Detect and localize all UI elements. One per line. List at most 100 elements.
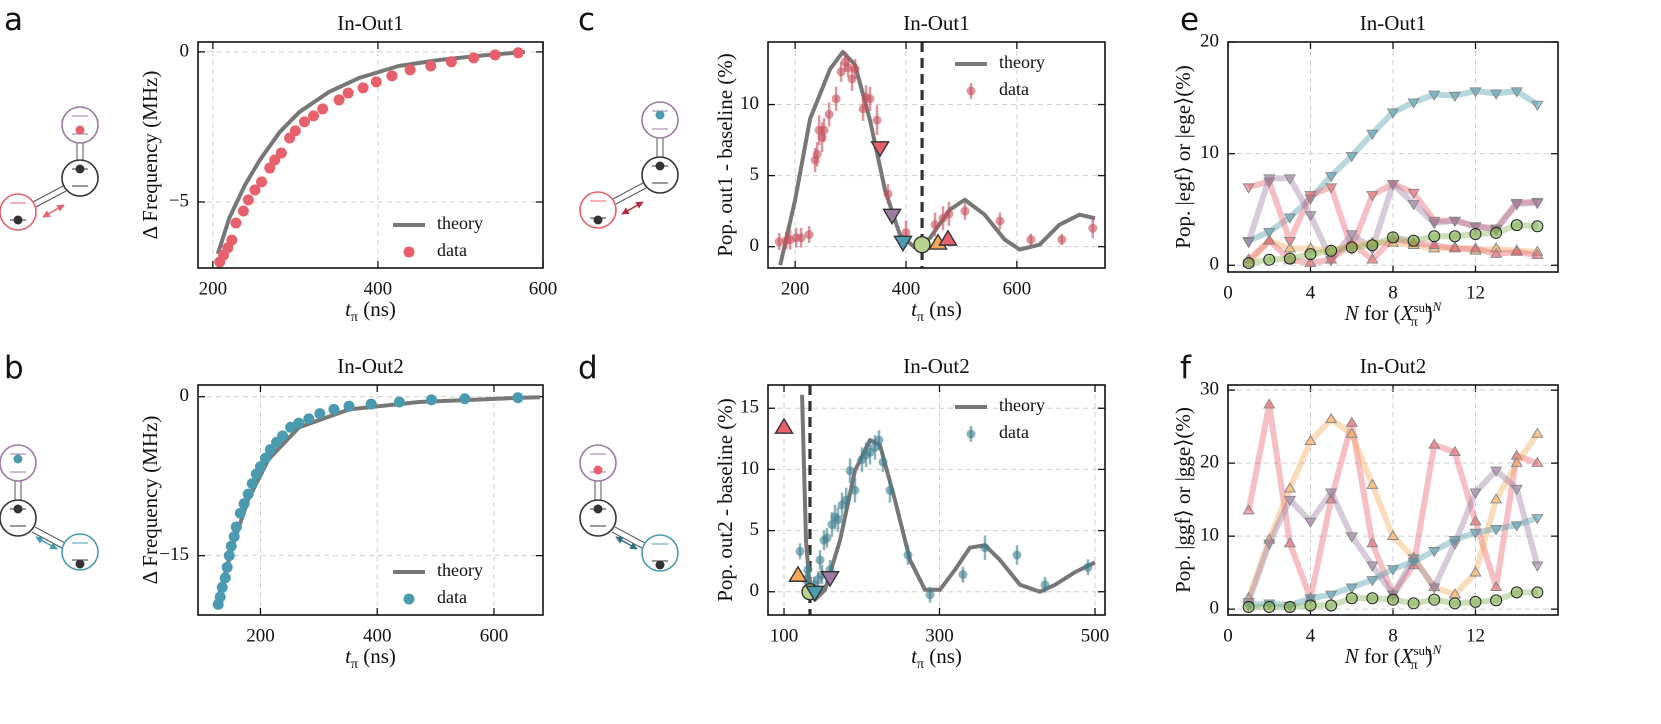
marker: [1448, 445, 1461, 456]
marker: [1366, 191, 1379, 202]
y-tick-label: 20: [1200, 30, 1219, 51]
marker: [845, 466, 855, 476]
x-tick-label: 600: [1003, 278, 1032, 299]
marker: [883, 189, 893, 199]
marker: [1510, 456, 1523, 467]
legend-swatch: [403, 246, 415, 258]
marker: [1088, 223, 1098, 233]
diagram-shape: [35, 536, 58, 550]
diagram-shape: [611, 531, 643, 549]
diagram-shape: [31, 531, 63, 549]
diagram-shape: [579, 191, 617, 229]
marker: [1428, 238, 1441, 250]
x-axis-label-part: t: [345, 297, 352, 321]
marker: [1428, 230, 1441, 243]
marker: [836, 67, 846, 77]
marker: [1304, 256, 1317, 267]
marker: [960, 206, 970, 216]
marker: [426, 394, 438, 406]
x-axis-label-part: π: [917, 310, 924, 325]
x-axis-label-part: ): [1426, 301, 1433, 325]
y-tick-label: 10: [1200, 142, 1219, 163]
y-tick-label: 30: [1200, 378, 1219, 399]
marker: [1242, 257, 1255, 270]
x-axis-label-part: π: [1411, 658, 1418, 673]
marker: [1407, 188, 1420, 200]
y-tick-label: −15: [159, 544, 189, 565]
marker: [1083, 562, 1093, 572]
y-axis-label: Pop. |ggf⟩ or |gge⟩(%): [1171, 407, 1195, 593]
legend-label: theory: [437, 213, 483, 233]
marker: [874, 435, 884, 445]
x-axis-label: tπ (ns): [911, 644, 962, 672]
marker: [1325, 172, 1338, 183]
plot-area: [214, 47, 526, 268]
marker: [1366, 253, 1379, 264]
x-axis-label-part: sub: [1414, 300, 1432, 315]
marker: [246, 478, 258, 490]
legend-label: data: [999, 422, 1029, 442]
marker: [1366, 129, 1379, 141]
marker: [1407, 557, 1420, 569]
marker: [1325, 488, 1338, 499]
x-tick-label: 300: [925, 625, 954, 646]
diagram-shape: [0, 193, 37, 231]
marker: [1490, 466, 1503, 477]
plot-area: [774, 394, 1096, 603]
marker: [1490, 525, 1503, 536]
theory-line: [778, 49, 1096, 266]
qubit-diagram: [579, 444, 679, 572]
diagram-shape: [593, 504, 603, 514]
plot-area: [212, 392, 541, 610]
x-tick-label: 600: [529, 278, 558, 299]
x-tick-label: 0: [1223, 282, 1233, 303]
x-axis-label: tπ (ns): [911, 297, 962, 325]
marker: [256, 176, 268, 188]
marker: [221, 561, 233, 573]
x-axis-label-part: t: [911, 644, 918, 668]
x-tick-label: 400: [363, 625, 392, 646]
x-tick-label: 12: [1466, 282, 1485, 303]
marker: [1304, 517, 1317, 529]
marker: [1304, 594, 1317, 605]
panel-label: e: [1180, 2, 1199, 38]
panel-label: f: [1180, 350, 1192, 386]
marker: [228, 531, 240, 543]
x-axis-label-part: for (: [1359, 644, 1401, 668]
marker: [1469, 222, 1482, 233]
diagram-shape: [612, 182, 644, 200]
marker: [308, 110, 320, 122]
legend-label: data: [437, 587, 467, 607]
diagram-shape: [0, 499, 37, 537]
diagram-shape: [34, 526, 66, 544]
marker: [872, 115, 882, 125]
marker: [1510, 219, 1523, 232]
diagram-shape: [75, 125, 85, 135]
x-axis-label-part: N: [1344, 301, 1360, 325]
marker: [1490, 594, 1503, 607]
marker: [824, 109, 834, 119]
marker: [1490, 493, 1503, 504]
marker: [885, 485, 895, 495]
marker: [298, 116, 310, 128]
marker: [1510, 586, 1523, 599]
x-axis-label-part: (ns): [924, 644, 962, 668]
marker: [1386, 565, 1400, 576]
diagram-shape: [75, 164, 85, 174]
marker: [1490, 247, 1503, 258]
marker: [841, 495, 851, 505]
x-tick-label: 400: [892, 278, 921, 299]
marker: [822, 533, 832, 543]
marker: [1428, 583, 1441, 594]
marker: [944, 209, 954, 219]
x-tick-label: 200: [781, 278, 810, 299]
x-tick-label: 100: [770, 625, 799, 646]
y-tick-label: 10: [740, 458, 759, 479]
marker: [264, 444, 276, 456]
diagram-shape: [621, 201, 644, 215]
marker: [1345, 427, 1358, 438]
marker: [264, 162, 276, 174]
marker: [1386, 108, 1400, 119]
y-axis-label: Δ Frequency (MHz): [138, 71, 162, 240]
marker: [1325, 599, 1338, 612]
